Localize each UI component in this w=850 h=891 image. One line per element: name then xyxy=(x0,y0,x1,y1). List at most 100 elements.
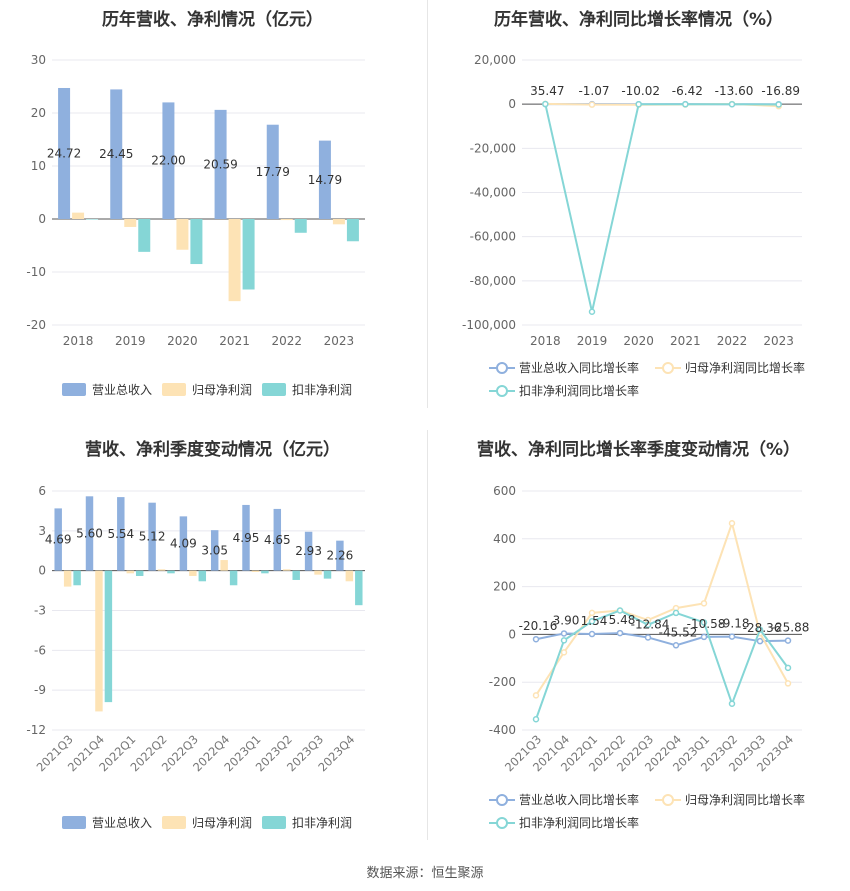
data-label: 24.45 xyxy=(99,147,133,161)
point-2022Q4-s0 xyxy=(672,642,680,649)
point-2023Q4-s1 xyxy=(784,680,792,687)
data-label: -45.52 xyxy=(659,625,698,639)
point-2021Q3-s0 xyxy=(532,635,540,643)
y-tick-label: -100,000 xyxy=(462,318,516,332)
x-tick-label: 2018 xyxy=(63,334,94,348)
point-2023Q4-s0 xyxy=(784,637,792,644)
y-tick-label: 0 xyxy=(38,212,46,226)
legend-swatch-marker xyxy=(496,385,508,397)
data-label: -13.60 xyxy=(715,84,754,98)
y-tick-label: 20 xyxy=(31,106,46,120)
point-2023Q4-s2 xyxy=(784,664,792,672)
bar-2023Q1-s0 xyxy=(242,504,250,571)
bar-2023Q4-s1 xyxy=(345,570,354,582)
point-2023Q2-s0 xyxy=(728,633,736,640)
y-tick-label: -80,000 xyxy=(470,274,516,288)
bar-2022-s1 xyxy=(280,219,293,221)
y-tick-label: 0 xyxy=(508,97,516,111)
data-label: 4.65 xyxy=(264,533,291,547)
data-label: -6.42 xyxy=(672,84,703,98)
data-label: 3.05 xyxy=(201,543,228,557)
bar-2022Q3-s1 xyxy=(189,570,197,576)
data-label: -16.89 xyxy=(761,84,800,98)
bar-2023Q4-s0 xyxy=(336,540,344,571)
point-2022Q1-s1 xyxy=(588,609,596,617)
legend-label: 营业总收入 xyxy=(92,816,152,830)
bar-2019-s0 xyxy=(110,89,123,219)
x-tick-label: 2023 xyxy=(763,334,794,348)
data-label: -10.02 xyxy=(621,84,660,98)
bar-2021-s2 xyxy=(242,219,255,290)
vertical-divider xyxy=(427,430,428,840)
legend-swatch xyxy=(262,816,286,829)
annual-revenue-profit-bar-chart: 30 20 10 0 -10 -20 2018 2019 2020 2021 2022 2023 24.… xyxy=(26,53,365,397)
data-label: -9.18 xyxy=(718,617,749,631)
bar-2018-s0 xyxy=(58,87,71,219)
bar-2023Q2-s0 xyxy=(273,508,282,571)
point-2022-s2 xyxy=(728,100,736,108)
bar-2022-s0 xyxy=(266,124,279,219)
point-2021Q4-s0 xyxy=(560,630,568,637)
point-2020-s2 xyxy=(635,101,642,108)
y-tick-label: 6 xyxy=(38,484,46,498)
data-label: 3.90 xyxy=(553,613,580,627)
point-2022Q1-s0 xyxy=(588,630,596,638)
point-2021Q3-s2 xyxy=(532,715,540,723)
bar-2021-s0 xyxy=(214,109,227,219)
bar-2021Q4-s2 xyxy=(104,570,113,703)
point-2023Q3-s0 xyxy=(756,637,764,645)
bar-2022-s2 xyxy=(294,219,307,233)
data-label: -25.88 xyxy=(771,621,810,635)
x-tick-label: 2022 xyxy=(717,334,748,348)
y-tick-label: 400 xyxy=(493,532,516,546)
bar-2021-s1 xyxy=(228,219,241,302)
point-2021Q4-s1 xyxy=(560,649,568,656)
point-2023Q1-s0 xyxy=(700,633,708,641)
y-tick-label: 30 xyxy=(31,53,46,67)
legend-label: 营业总收入同比增长率 xyxy=(519,792,639,807)
data-label: 35.47 xyxy=(530,84,564,98)
bar-2021Q4-s0 xyxy=(85,496,94,571)
data-source-footer: 数据来源：恒生聚源 xyxy=(366,866,484,881)
data-label: -10.58 xyxy=(687,617,726,631)
data-label: -28.36 xyxy=(743,621,782,635)
x-tick-label: 2021 xyxy=(670,334,701,348)
point-2023Q3-s2 xyxy=(756,626,764,633)
bar-2022Q2-s2 xyxy=(167,570,175,574)
data-label: 22.00 xyxy=(151,154,185,168)
y-tick-label: 3 xyxy=(38,524,46,538)
bar-2022Q4-s1 xyxy=(220,560,228,571)
data-label: 5.54 xyxy=(107,527,134,541)
data-label: -20.16 xyxy=(519,619,558,633)
data-label: 2.93 xyxy=(295,544,322,558)
x-tick-label: 2019 xyxy=(577,334,608,348)
bar-2023Q3-s2 xyxy=(323,570,332,579)
chart-title: 营收、净利同比增长率季度变动情况（%） xyxy=(476,440,801,460)
legend-label: 扣非净利润 xyxy=(292,383,352,397)
legend-swatch xyxy=(162,383,186,396)
bar-2022Q4-s2 xyxy=(229,570,238,586)
x-tick-label: 2022 xyxy=(271,334,302,348)
point-2022Q2-s2 xyxy=(616,607,624,614)
point-2022Q4-s2 xyxy=(672,609,680,617)
y-tick-label: 20,000 xyxy=(474,53,516,67)
annual-growth-rate-line-chart: 20,000 0 -20,000 -40,000 -60,000 -80,000 -100,… xyxy=(462,53,805,398)
legend-swatch-marker xyxy=(662,794,674,806)
legend-swatch xyxy=(62,816,86,829)
legend-label: 归母净利润同比增长率 xyxy=(685,792,805,807)
y-tick-label: -400 xyxy=(489,723,516,737)
y-tick-label: -20 xyxy=(26,318,46,332)
y-tick-label: 0 xyxy=(508,627,516,641)
point-2021Q4-s2 xyxy=(560,637,568,644)
bar-2023Q3-s1 xyxy=(314,570,322,575)
point-2023Q2-s2 xyxy=(728,700,736,707)
y-tick-label: -200 xyxy=(489,675,516,689)
data-label: 1.54 xyxy=(581,614,608,628)
bar-2023Q4-s2 xyxy=(355,570,363,606)
point-2022Q1-s2 xyxy=(588,618,596,625)
legend-label: 归母净利润同比增长率 xyxy=(685,360,805,375)
bar-2018-s2 xyxy=(86,219,99,220)
data-label: 2.26 xyxy=(327,549,354,563)
y-tick-label: -40,000 xyxy=(470,186,516,200)
series-line-1 xyxy=(535,519,789,696)
